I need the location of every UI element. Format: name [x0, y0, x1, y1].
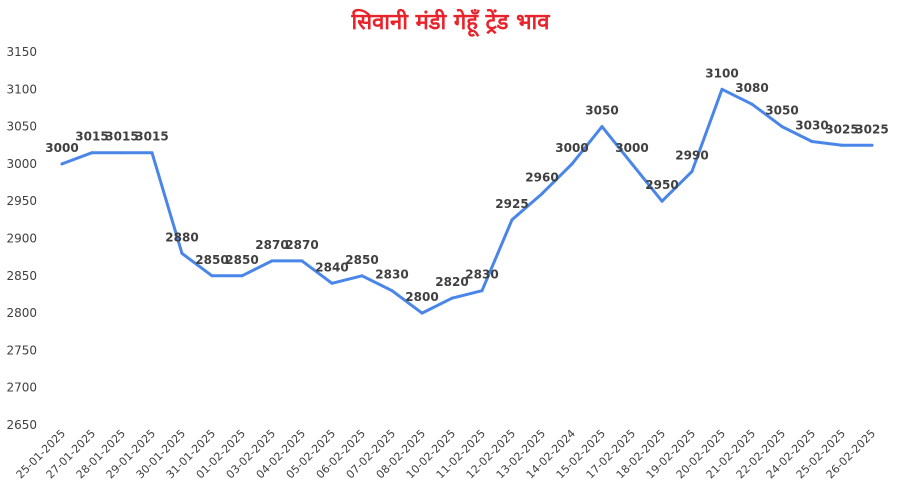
data-label: 2850 [195, 253, 228, 267]
data-point [60, 162, 64, 166]
data-point [360, 274, 364, 278]
data-label: 2870 [285, 238, 318, 252]
data-point [450, 296, 454, 300]
chart-title: सिवानी मंडी गेहूँ ट्रेंड भाव [351, 10, 550, 35]
data-label: 3030 [795, 119, 828, 133]
data-label: 3000 [45, 141, 78, 155]
data-label: 2830 [465, 268, 498, 282]
data-point [330, 281, 334, 285]
y-tick-label: 3100 [6, 82, 37, 96]
data-label: 2830 [375, 268, 408, 282]
data-point [510, 218, 514, 222]
data-point [720, 87, 724, 91]
data-point [90, 151, 94, 155]
data-point [180, 251, 184, 255]
data-label: 3015 [105, 130, 138, 144]
data-label: 3080 [735, 81, 768, 95]
data-point [480, 289, 484, 293]
y-tick-label: 2850 [6, 269, 37, 283]
data-label: 3000 [615, 141, 648, 155]
y-tick-label: 3050 [6, 120, 37, 134]
data-point [540, 192, 544, 196]
data-point [690, 169, 694, 173]
data-label: 2820 [435, 275, 468, 289]
data-point [210, 274, 214, 278]
data-point [420, 311, 424, 315]
y-tick-label: 3150 [6, 45, 37, 59]
data-label: 2960 [525, 171, 558, 185]
data-point [570, 162, 574, 166]
data-label: 2850 [345, 253, 378, 267]
y-tick-label: 2750 [6, 343, 37, 357]
data-label: 2880 [165, 230, 198, 244]
data-label: 2850 [225, 253, 258, 267]
data-point [390, 289, 394, 293]
data-point [270, 259, 274, 263]
data-label: 2925 [495, 197, 528, 211]
data-label: 3050 [765, 104, 798, 118]
data-label: 3025 [825, 122, 858, 136]
y-tick-label: 3000 [6, 157, 37, 171]
data-point [840, 143, 844, 147]
data-point [120, 151, 124, 155]
data-point [870, 143, 874, 147]
data-label: 2800 [405, 290, 438, 304]
data-label: 2870 [255, 238, 288, 252]
data-point [810, 140, 814, 144]
data-point [600, 125, 604, 129]
data-point [660, 199, 664, 203]
series-line [60, 87, 874, 315]
y-tick-label: 2650 [6, 418, 37, 432]
data-label: 3050 [585, 104, 618, 118]
y-tick-label: 2800 [6, 306, 37, 320]
data-label: 3100 [705, 66, 738, 80]
data-label: 2990 [675, 148, 708, 162]
data-point [240, 274, 244, 278]
data-label: 2840 [315, 260, 348, 274]
data-point [150, 151, 154, 155]
y-tick-label: 2700 [6, 381, 37, 395]
y-tick-label: 2950 [6, 194, 37, 208]
data-label: 3000 [555, 141, 588, 155]
data-label: 2950 [645, 178, 678, 192]
data-label: 3015 [135, 130, 168, 144]
data-label: 3015 [75, 130, 108, 144]
data-point [630, 162, 634, 166]
data-point [750, 102, 754, 106]
data-label: 3025 [855, 122, 888, 136]
data-point [300, 259, 304, 263]
y-tick-label: 2900 [6, 232, 37, 246]
data-point [780, 125, 784, 129]
